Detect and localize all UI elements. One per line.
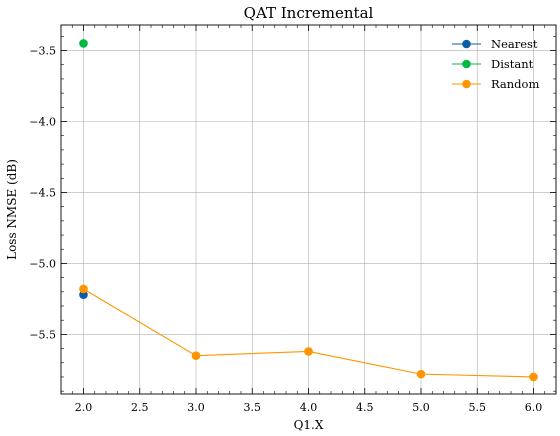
- data-point-random: [416, 369, 426, 379]
- x-tick-label: 2.5: [131, 401, 149, 414]
- legend-label-nearest: Nearest: [491, 37, 538, 51]
- x-tick-label: 6.0: [525, 401, 543, 414]
- legend-marker-distant: [462, 59, 471, 69]
- data-point-random: [79, 284, 88, 294]
- axis-ticks: 2.0 2.5 3.0 3.5 4.0 4.5 5.0 5.5 6.0 −3.5 −4.0 −4.5 −…: [29, 25, 557, 414]
- legend-marker-random: [462, 79, 471, 89]
- data-point-random: [529, 372, 538, 382]
- data-point-random: [191, 351, 201, 360]
- legend-label-distant: Distant: [491, 57, 534, 71]
- x-tick-label: 2.0: [75, 401, 93, 414]
- x-tick-label: 5.0: [412, 401, 430, 414]
- chart-title: QAT Incremental: [244, 4, 374, 22]
- y-tick-label: −4.0: [29, 116, 56, 129]
- x-tick-label: 4.5: [356, 401, 374, 414]
- grid: [61, 25, 556, 394]
- x-tick-label: 3.5: [244, 401, 262, 414]
- y-axis-title: Loss NMSE (dB): [5, 159, 19, 260]
- y-tick-label: −5.0: [29, 257, 56, 270]
- data-point-distant: [79, 39, 88, 48]
- data-point-random: [304, 347, 313, 356]
- y-tick-label: −3.5: [29, 45, 56, 58]
- x-tick-label: 5.5: [469, 401, 487, 414]
- x-tick-label: 4.0: [300, 401, 318, 414]
- y-tick-label: −4.5: [29, 186, 56, 199]
- legend-marker-nearest: [462, 39, 471, 49]
- legend-label-random: Random: [491, 77, 539, 91]
- x-tick-label: 3.0: [187, 401, 205, 414]
- x-axis-title: Q1.X: [294, 418, 324, 432]
- series-group: [79, 39, 538, 382]
- legend: Nearest Distant Random: [452, 37, 539, 91]
- y-tick-label: −5.5: [29, 328, 56, 341]
